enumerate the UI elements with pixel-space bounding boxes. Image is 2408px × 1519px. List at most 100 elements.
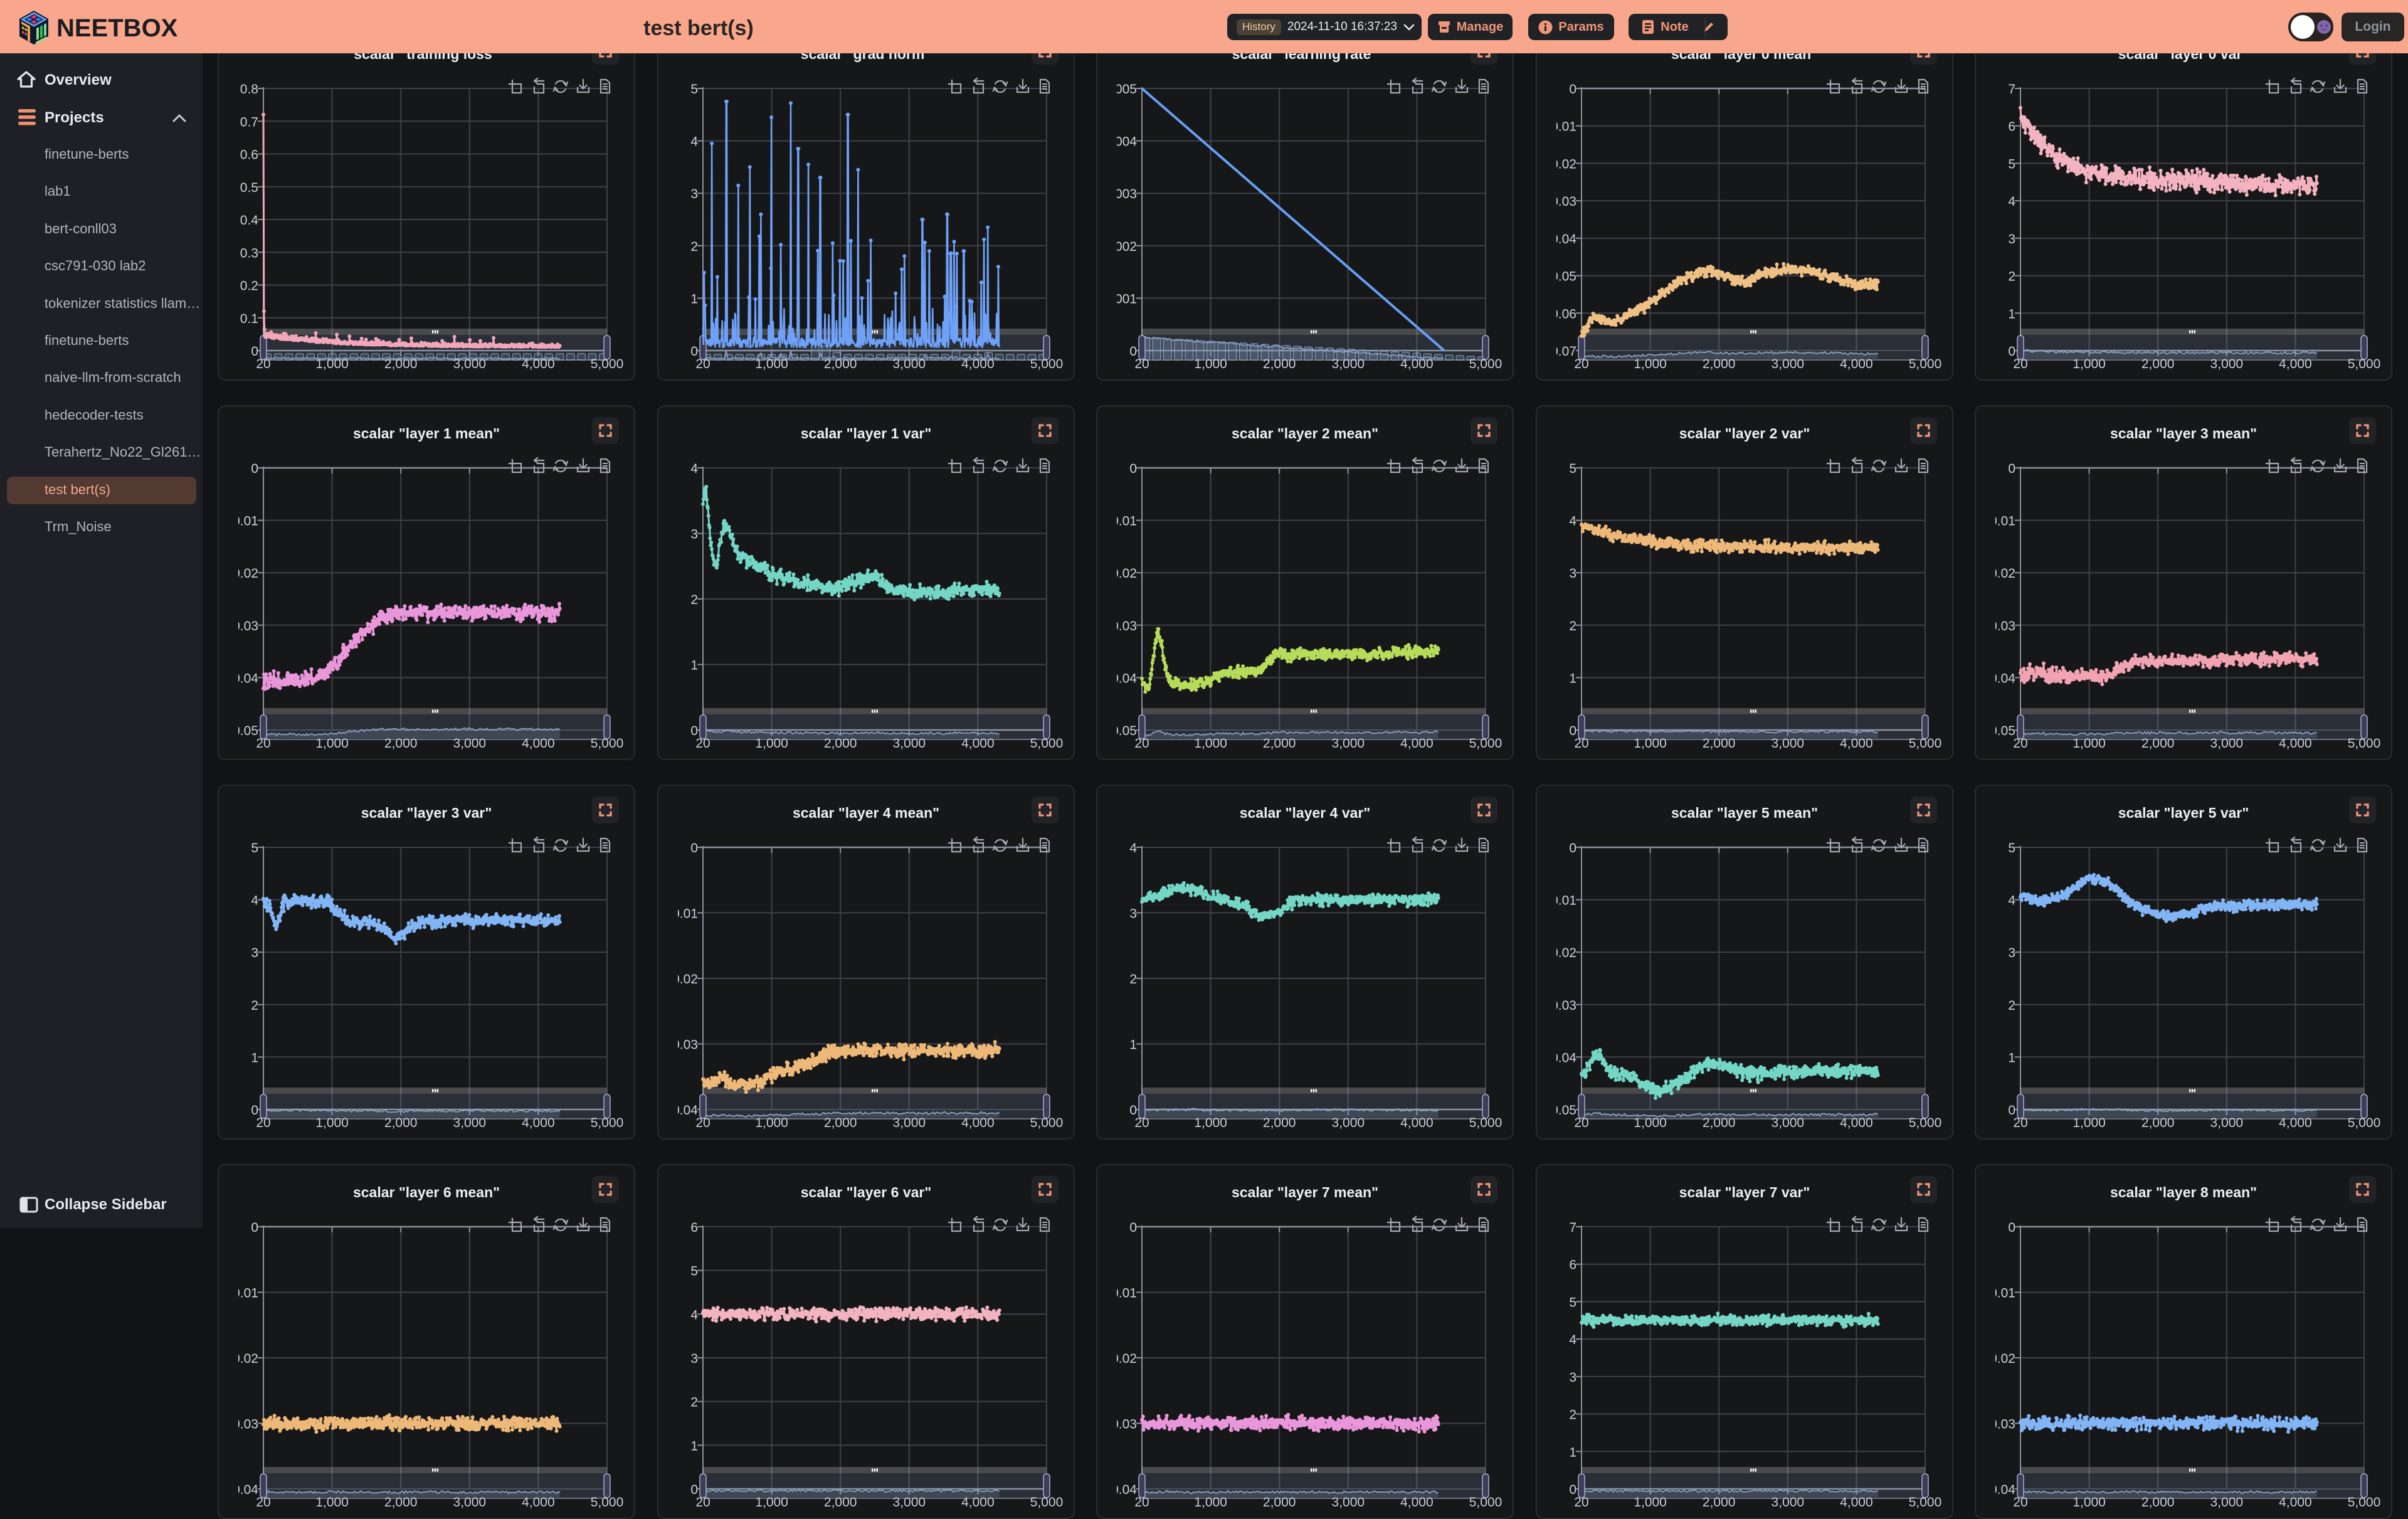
- svg-text:-0.02: -0.02: [1107, 566, 1137, 581]
- svg-text:5,000: 5,000: [1469, 736, 1502, 751]
- svg-text:-0.05: -0.05: [1107, 724, 1137, 738]
- svg-text:1,000: 1,000: [315, 357, 349, 371]
- svg-text:5: 5: [2008, 157, 2015, 171]
- svg-text:3: 3: [2008, 232, 2015, 246]
- svg-text:3,000: 3,000: [892, 736, 926, 751]
- svg-text:5,000: 5,000: [591, 357, 624, 371]
- svg-text:2,000: 2,000: [1263, 357, 1296, 371]
- svg-text:5,000: 5,000: [1030, 736, 1063, 751]
- svg-text:4: 4: [690, 135, 698, 149]
- svg-text:-0.03: -0.03: [228, 619, 258, 633]
- svg-text:-0.04: -0.04: [1546, 232, 1576, 246]
- svg-text:scalar "layer 2 mean": scalar "layer 2 mean": [1232, 425, 1378, 442]
- svg-text:1,000: 1,000: [1634, 736, 1667, 751]
- svg-text:-0.05: -0.05: [1985, 724, 2015, 738]
- svg-text:0: 0: [1129, 462, 1137, 476]
- svg-text:2,000: 2,000: [823, 357, 857, 371]
- svg-text:2: 2: [2008, 270, 2015, 284]
- svg-text:4,000: 4,000: [2279, 357, 2312, 371]
- svg-text:3,000: 3,000: [2210, 357, 2244, 371]
- svg-text:3,000: 3,000: [892, 357, 926, 371]
- svg-text:2,000: 2,000: [384, 357, 418, 371]
- svg-text:scalar "layer 2 var": scalar "layer 2 var": [1679, 425, 1810, 442]
- svg-text:5: 5: [690, 82, 698, 97]
- svg-text:2: 2: [690, 593, 698, 607]
- svg-text:4: 4: [2008, 194, 2015, 209]
- svg-text:1: 1: [251, 1051, 258, 1065]
- svg-text:3,000: 3,000: [453, 736, 487, 751]
- svg-text:3: 3: [690, 187, 698, 201]
- svg-text:-0.05: -0.05: [228, 724, 258, 738]
- svg-text:-0.04: -0.04: [1985, 671, 2015, 685]
- svg-text:3,000: 3,000: [1332, 357, 1365, 371]
- svg-text:20: 20: [2013, 736, 2027, 751]
- svg-text:20: 20: [1134, 357, 1149, 371]
- svg-text:0.6: 0.6: [240, 148, 258, 162]
- svg-text:-0.04: -0.04: [1107, 671, 1137, 685]
- svg-text:-0.07: -0.07: [1546, 344, 1576, 359]
- svg-text:1,000: 1,000: [1194, 736, 1227, 751]
- svg-text:5,000: 5,000: [1030, 357, 1063, 371]
- svg-text:2,000: 2,000: [384, 736, 418, 751]
- svg-text:4: 4: [1569, 514, 1576, 529]
- svg-text:0: 0: [2008, 462, 2015, 476]
- svg-text:scalar "layer 3 mean": scalar "layer 3 mean": [2110, 425, 2257, 442]
- svg-text:4,000: 4,000: [522, 357, 555, 371]
- svg-text:2: 2: [1569, 619, 1576, 633]
- svg-text:0.005: 0.005: [1104, 82, 1137, 97]
- svg-text:4,000: 4,000: [1400, 357, 1434, 371]
- svg-text:0.5: 0.5: [240, 181, 258, 195]
- svg-text:2,000: 2,000: [2141, 736, 2175, 751]
- svg-text:scalar "layer 1 var": scalar "layer 1 var": [800, 425, 931, 442]
- svg-text:1: 1: [2008, 307, 2015, 321]
- svg-text:0.1: 0.1: [240, 312, 258, 326]
- svg-text:-0.01: -0.01: [1985, 514, 2015, 529]
- svg-text:1,000: 1,000: [1634, 357, 1667, 371]
- svg-text:4,000: 4,000: [961, 736, 995, 751]
- svg-text:-0.02: -0.02: [228, 566, 258, 581]
- svg-text:5,000: 5,000: [2348, 357, 2381, 371]
- svg-text:1: 1: [1569, 671, 1576, 685]
- svg-text:1,000: 1,000: [755, 357, 788, 371]
- svg-text:20: 20: [256, 736, 270, 751]
- svg-text:3: 3: [1569, 566, 1576, 581]
- svg-text:4: 4: [251, 894, 258, 908]
- svg-text:-0.03: -0.03: [1107, 619, 1137, 633]
- svg-text:20: 20: [1574, 736, 1588, 751]
- svg-text:4,000: 4,000: [522, 736, 555, 751]
- svg-text:2: 2: [251, 998, 258, 1013]
- svg-text:4,000: 4,000: [522, 1116, 555, 1130]
- svg-text:2,000: 2,000: [1702, 736, 1735, 751]
- svg-text:0.002: 0.002: [1104, 240, 1137, 254]
- svg-text:0.001: 0.001: [1104, 292, 1137, 306]
- svg-text:4,000: 4,000: [961, 357, 995, 371]
- svg-text:0.7: 0.7: [240, 115, 258, 129]
- svg-text:20: 20: [256, 357, 270, 371]
- svg-text:20: 20: [695, 357, 710, 371]
- svg-text:2,000: 2,000: [1263, 736, 1296, 751]
- svg-text:5,000: 5,000: [1469, 357, 1502, 371]
- svg-text:3,000: 3,000: [453, 357, 487, 371]
- svg-text:-0.01: -0.01: [1107, 514, 1137, 529]
- svg-text:1: 1: [690, 659, 698, 673]
- svg-text:-0.03: -0.03: [1546, 194, 1576, 209]
- svg-text:-0.04: -0.04: [228, 671, 258, 685]
- svg-text:4: 4: [690, 462, 698, 476]
- svg-text:20: 20: [1574, 357, 1588, 371]
- svg-text:1,000: 1,000: [1194, 357, 1227, 371]
- svg-text:5: 5: [251, 841, 258, 855]
- svg-text:1,000: 1,000: [2073, 357, 2106, 371]
- svg-text:20: 20: [1134, 736, 1149, 751]
- svg-text:20: 20: [256, 1116, 270, 1130]
- svg-text:0: 0: [251, 462, 258, 476]
- svg-text:0.3: 0.3: [240, 246, 258, 260]
- svg-text:0: 0: [1569, 82, 1576, 97]
- svg-text:2: 2: [690, 240, 698, 254]
- svg-text:2,000: 2,000: [384, 1116, 418, 1130]
- svg-text:5,000: 5,000: [1908, 357, 1941, 371]
- svg-text:0.004: 0.004: [1104, 135, 1137, 149]
- svg-text:2,000: 2,000: [1702, 357, 1735, 371]
- svg-text:1,000: 1,000: [2073, 736, 2106, 751]
- svg-text:-0.01: -0.01: [1546, 120, 1576, 134]
- svg-text:4,000: 4,000: [2279, 736, 2312, 751]
